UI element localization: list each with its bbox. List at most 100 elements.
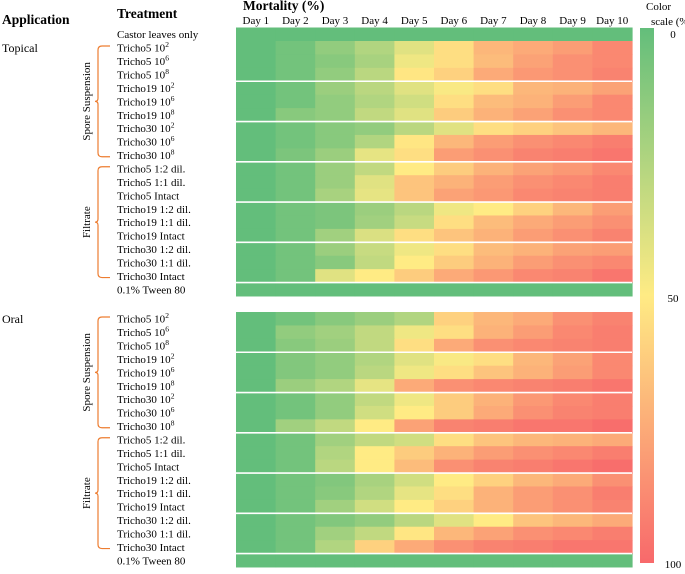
heatmap-cell: [354, 459, 395, 474]
heatmap-cell: [513, 338, 554, 353]
group-label: Spore Suspension: [81, 333, 93, 412]
heatmap-cell: [552, 379, 593, 394]
heatmap-cell: [473, 27, 514, 41]
heatmap-cell: [473, 312, 514, 326]
heatmap-cell: [354, 473, 395, 487]
heatmap-cell: [513, 459, 554, 474]
heatmap-cell: [354, 41, 395, 55]
heatmap-cell: [315, 121, 356, 136]
heatmap-cell: [394, 473, 435, 487]
heatmap-cell: [315, 228, 356, 243]
heatmap-cell: [394, 242, 435, 257]
heatmap-cell: [354, 365, 395, 380]
heatmap-cell: [315, 325, 356, 340]
heatmap-cell: [315, 94, 356, 109]
heatmap-cell: [236, 67, 277, 82]
heatmap-cell: [552, 553, 593, 568]
heatmap-cell: [236, 134, 277, 149]
heatmap-cell: [315, 499, 356, 514]
row-label: Tricho30 106: [117, 405, 175, 420]
treatment-header: Treatment: [117, 6, 178, 21]
heatmap-cell: [315, 352, 356, 367]
heatmap-cell: [552, 228, 593, 243]
heatmap-cell: [552, 242, 593, 257]
heatmap-cell: [552, 459, 593, 474]
heatmap-cell: [552, 81, 593, 96]
heatmap-cell: [434, 282, 475, 297]
heatmap-cell: [592, 121, 633, 136]
heatmap-cell: [275, 325, 316, 340]
heatmap-cell: [275, 121, 316, 136]
row-label: Tricho5 108: [117, 338, 169, 353]
heatmap-cell: [315, 486, 356, 501]
heatmap-cell: [513, 121, 554, 136]
row-label: Castor leaves only: [117, 29, 199, 41]
heatmap-cell: [592, 513, 633, 528]
heatmap-cell: [513, 499, 554, 514]
heatmap-cell: [275, 134, 316, 149]
heatmap-cell: [315, 161, 356, 176]
heatmap-cell: [394, 202, 435, 216]
heatmap-cell: [434, 312, 475, 326]
heatmap-cell: [434, 202, 475, 216]
row-label: Tricho19 Intact: [117, 502, 185, 514]
row-label: Tricho5 1:1 dil.: [117, 448, 186, 460]
heatmap-cell: [434, 94, 475, 109]
heatmap-cell: [236, 513, 277, 528]
heatmap-cell: [394, 175, 435, 190]
heatmap-cell: [236, 161, 277, 176]
row-label: Tricho5 106: [117, 54, 169, 69]
heatmap-cell: [354, 499, 395, 514]
heatmap-cell: [473, 175, 514, 190]
heatmap-cell: [513, 54, 554, 69]
heatmap-cell: [394, 486, 435, 501]
row-label: Tricho19 102: [117, 80, 175, 95]
heatmap-cell: [236, 325, 277, 340]
heatmap-cell: [473, 513, 514, 528]
heatmap-cell: [394, 459, 435, 474]
heatmap-cell: [275, 94, 316, 109]
heatmap-cell: [592, 540, 633, 555]
heatmap-cell: [434, 352, 475, 367]
heatmap-cell: [236, 459, 277, 474]
heatmap-cell: [592, 419, 633, 434]
row-label: Tricho19 1:2 dil.: [117, 204, 191, 216]
heatmap-cell: [236, 215, 277, 230]
heatmap-cell: [275, 161, 316, 176]
heatmap-cell: [552, 499, 593, 514]
heatmap-cell: [354, 553, 395, 568]
heatmap-cell: [513, 325, 554, 340]
heatmap-cell: [473, 108, 514, 123]
heatmap-cell: [354, 215, 395, 230]
heatmap-cell: [315, 312, 356, 326]
group-label: Spore Suspension: [81, 62, 93, 141]
heatmap-cell: [315, 255, 356, 270]
heatmap-cell: [434, 269, 475, 284]
heatmap-cell: [513, 553, 554, 568]
color-scale-tick: 50: [668, 293, 680, 305]
heatmap-cell: [275, 392, 316, 407]
heatmap-cell: [552, 67, 593, 82]
heatmap-cell: [275, 148, 316, 163]
heatmap-cell: [434, 432, 475, 447]
heatmap-cell: [434, 175, 475, 190]
heatmap-cell: [473, 352, 514, 367]
heatmap-cell: [394, 282, 435, 297]
heatmap-cell: [394, 121, 435, 136]
heatmap-cell: [552, 405, 593, 420]
heatmap-cell: [275, 553, 316, 568]
row-label: Tricho30 1:1 dil.: [117, 528, 191, 540]
heatmap-cell: [275, 312, 316, 326]
heatmap-cell: [434, 486, 475, 501]
group-bracket: [94, 166, 110, 279]
heatmap-cell: [434, 526, 475, 541]
heatmap-cell: [473, 473, 514, 487]
heatmap-cell: [315, 405, 356, 420]
heatmap-cell: [592, 242, 633, 257]
heatmap-cell: [552, 215, 593, 230]
heatmap-cell: [473, 379, 514, 394]
heatmap-cell: [473, 365, 514, 380]
heatmap-cell: [592, 486, 633, 501]
heatmap-cell: [473, 405, 514, 420]
